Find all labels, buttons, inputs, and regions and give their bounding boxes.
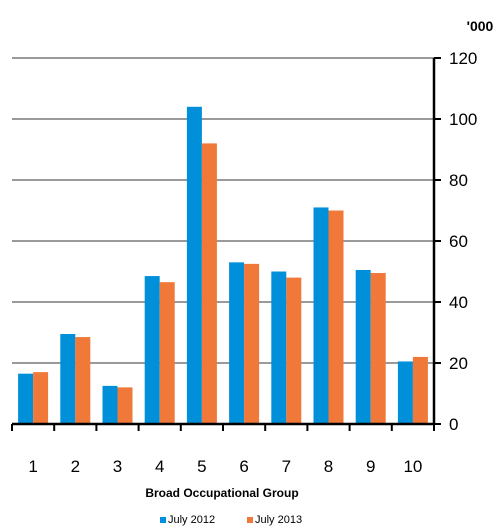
x-tick-label: 4 bbox=[155, 457, 164, 476]
bar-july-2013-5 bbox=[201, 143, 217, 424]
bar-july-2013-7 bbox=[286, 277, 302, 424]
bar-july-2012-8 bbox=[313, 207, 329, 424]
y-unit-label: '000 bbox=[467, 18, 494, 34]
y-tick-label: 0 bbox=[449, 415, 458, 434]
bar-july-2012-7 bbox=[271, 271, 287, 424]
legend-swatch bbox=[247, 517, 253, 523]
legend-label: July 2013 bbox=[255, 514, 302, 526]
y-tick-label: 120 bbox=[449, 49, 477, 68]
bar-july-2012-10 bbox=[397, 361, 413, 424]
bar-july-2013-10 bbox=[412, 356, 428, 424]
x-tick-label: 3 bbox=[113, 457, 122, 476]
bar-july-2013-3 bbox=[117, 387, 133, 424]
axes: 0 20 40 60 80 100 120 1 2 3 4 5 6 7 8 9 10 bbox=[11, 49, 477, 476]
bar-july-2012-1 bbox=[18, 373, 34, 424]
y-tick-label: 80 bbox=[449, 171, 468, 190]
bars bbox=[18, 106, 428, 425]
bar-july-2012-2 bbox=[60, 334, 76, 424]
x-tick-label: 10 bbox=[403, 457, 422, 476]
x-tick-label: 6 bbox=[239, 457, 248, 476]
bar-july-2012-5 bbox=[186, 106, 202, 425]
legend-label: July 2012 bbox=[168, 514, 215, 526]
x-tick-label: 1 bbox=[28, 457, 37, 476]
bar-july-2012-9 bbox=[355, 269, 371, 424]
x-tick-label: 5 bbox=[197, 457, 206, 476]
x-axis-title: Broad Occupational Group bbox=[145, 486, 298, 500]
bar-july-2012-6 bbox=[229, 262, 245, 424]
bar-july-2012-3 bbox=[102, 385, 118, 424]
bar-july-2013-6 bbox=[244, 263, 260, 424]
bar-july-2013-2 bbox=[75, 337, 91, 424]
bar-july-2012-4 bbox=[144, 276, 160, 424]
bar-july-2013-1 bbox=[33, 372, 49, 424]
legend-swatch bbox=[160, 517, 166, 523]
y-tick-label: 20 bbox=[449, 354, 468, 373]
bar-july-2013-9 bbox=[370, 273, 386, 424]
y-tick-label: 60 bbox=[449, 232, 468, 251]
y-tick-label: 40 bbox=[449, 293, 468, 312]
bar-july-2013-4 bbox=[159, 282, 175, 424]
x-tick-label: 7 bbox=[282, 457, 291, 476]
x-tick-label: 9 bbox=[366, 457, 375, 476]
x-tick-label: 2 bbox=[71, 457, 80, 476]
bar-july-2013-8 bbox=[328, 210, 344, 424]
legend: July 2012 July 2013 bbox=[160, 514, 302, 526]
y-tick-label: 100 bbox=[449, 110, 477, 129]
x-tick-label: 8 bbox=[324, 457, 333, 476]
